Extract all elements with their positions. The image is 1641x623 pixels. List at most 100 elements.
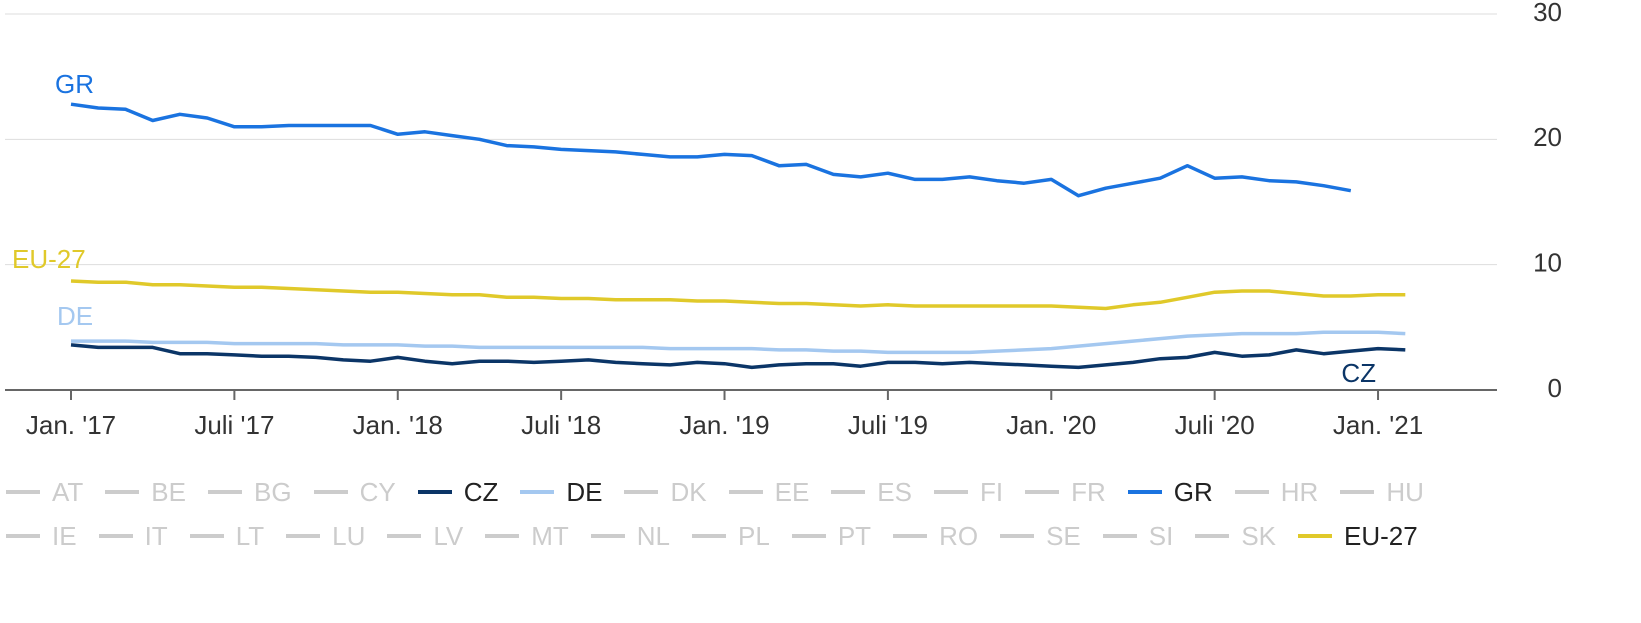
legend-swatch <box>286 534 321 538</box>
legend-swatch <box>98 534 133 538</box>
legend-swatch <box>313 490 348 494</box>
legend-item[interactable]: LT <box>189 518 265 554</box>
legend-swatch <box>624 490 659 494</box>
legend-label: DE <box>566 476 603 507</box>
series-line <box>70 343 1406 370</box>
legend-swatch <box>893 534 928 538</box>
legend-swatch <box>520 490 555 494</box>
series-line <box>71 330 1406 355</box>
y-tick-label: 30 <box>1533 0 1562 27</box>
legend-swatch <box>590 534 625 538</box>
legend-item[interactable]: PL <box>692 518 770 554</box>
legend-label: BE <box>151 476 186 507</box>
legend-item[interactable]: LU <box>286 518 365 554</box>
legend-item[interactable]: EE <box>728 474 810 510</box>
legend-item[interactable]: FI <box>933 474 1004 510</box>
legend-item[interactable]: SI <box>1102 518 1174 554</box>
legend-label: LT <box>235 520 265 551</box>
legend-item[interactable]: MT <box>485 518 569 554</box>
legend-item[interactable]: HR <box>1234 474 1319 510</box>
series-line <box>70 279 1406 311</box>
legend-item[interactable]: LV <box>387 518 463 554</box>
legend-item[interactable]: GR <box>1127 474 1213 510</box>
legend-item[interactable]: BG <box>207 474 292 510</box>
legend-item[interactable]: CZ <box>417 474 499 510</box>
legend-swatch <box>692 534 727 538</box>
legend-swatch <box>1025 490 1060 494</box>
legend-swatch <box>6 490 40 494</box>
legend-swatch <box>791 534 826 538</box>
legend-item[interactable]: SE <box>1000 518 1081 554</box>
legend-label: CZ <box>463 476 499 507</box>
legend-label: MT <box>531 520 569 551</box>
legend-item[interactable]: PT <box>791 518 872 554</box>
legend-label: FI <box>979 476 1004 507</box>
legend-label: ES <box>877 476 912 507</box>
legend-label: CY <box>359 476 396 507</box>
legend-item[interactable]: FR <box>1025 474 1106 510</box>
series-label: GR <box>55 69 94 99</box>
legend-label: IE <box>52 520 77 551</box>
legend-item[interactable]: BE <box>105 474 186 510</box>
legend-item[interactable]: IE <box>6 518 77 554</box>
y-tick-label: 10 <box>1533 248 1562 278</box>
x-tick-label: Juli '17 <box>194 410 274 440</box>
legend-swatch <box>189 534 224 538</box>
legend-swatch <box>1000 534 1035 538</box>
legend-swatch <box>728 490 763 494</box>
legend-swatch <box>485 534 520 538</box>
legend-label: EU-27 <box>1344 520 1418 551</box>
legend-label: DK <box>670 476 707 507</box>
legend-label: NL <box>636 520 671 551</box>
x-tick-label: Juli '20 <box>1175 410 1255 440</box>
legend-item[interactable]: AT <box>6 474 83 510</box>
legend-label: AT <box>52 476 84 507</box>
legend-swatch <box>417 490 452 494</box>
series-label: CZ <box>1341 358 1376 388</box>
chart: 0 10 20 30 Jan. '17 Juli '17 Jan. '18 Juli '18 J… <box>5 0 1562 440</box>
series-label: DE <box>57 301 93 331</box>
legend-label: PL <box>738 520 770 551</box>
y-tick-label: 0 <box>1548 373 1562 403</box>
legend-swatch <box>1298 534 1333 538</box>
legend-item[interactable]: HU <box>1340 474 1424 510</box>
legend-item[interactable]: RO <box>893 518 978 554</box>
legend-swatch <box>1127 490 1162 494</box>
x-tick-label: Jan. '20 <box>1006 410 1096 440</box>
legend-swatch <box>1340 490 1375 494</box>
legend-label: SE <box>1046 520 1081 551</box>
legend-label: BG <box>253 476 292 507</box>
legend-label: SI <box>1148 520 1174 551</box>
x-tick-label: Jan. '19 <box>679 410 769 440</box>
legend-item[interactable]: ES <box>831 474 912 510</box>
series-label: EU-27 <box>12 244 86 274</box>
legend-swatch <box>1234 490 1269 494</box>
legend-item[interactable]: DK <box>624 474 707 510</box>
legend-swatch <box>1195 534 1230 538</box>
legend-swatch <box>6 534 40 538</box>
legend-label: IT <box>144 520 168 551</box>
legend-item[interactable]: SK <box>1195 518 1276 554</box>
legend-label: LU <box>332 520 366 551</box>
legend-item[interactable]: IT <box>98 518 168 554</box>
legend-label: EE <box>774 476 810 507</box>
legend-label: SK <box>1241 520 1277 551</box>
legend-swatch <box>831 490 866 494</box>
legend-swatch <box>105 490 140 494</box>
legend-label: GR <box>1173 476 1213 507</box>
legend-item[interactable]: NL <box>590 518 671 554</box>
legend-label: HR <box>1280 476 1319 507</box>
series-line <box>70 102 1352 198</box>
legend-label: PT <box>837 520 872 551</box>
legend-swatch <box>207 490 242 494</box>
legend-item[interactable]: CY <box>313 474 396 510</box>
x-tick-label: Jan. '17 <box>26 410 116 440</box>
legend-item[interactable]: DE <box>520 474 602 510</box>
x-tick-label: Jan. '21 <box>1333 410 1423 440</box>
legend-label: RO <box>939 520 979 551</box>
legend: AT BE BG CY CZ DE DK EE ES FI FR GR HR HU IE IT LT LU LV MT… <box>6 474 1506 554</box>
x-tick-label: Juli '18 <box>521 410 601 440</box>
legend-item[interactable]: EU-27 <box>1298 518 1418 554</box>
legend-label: FR <box>1071 476 1106 507</box>
